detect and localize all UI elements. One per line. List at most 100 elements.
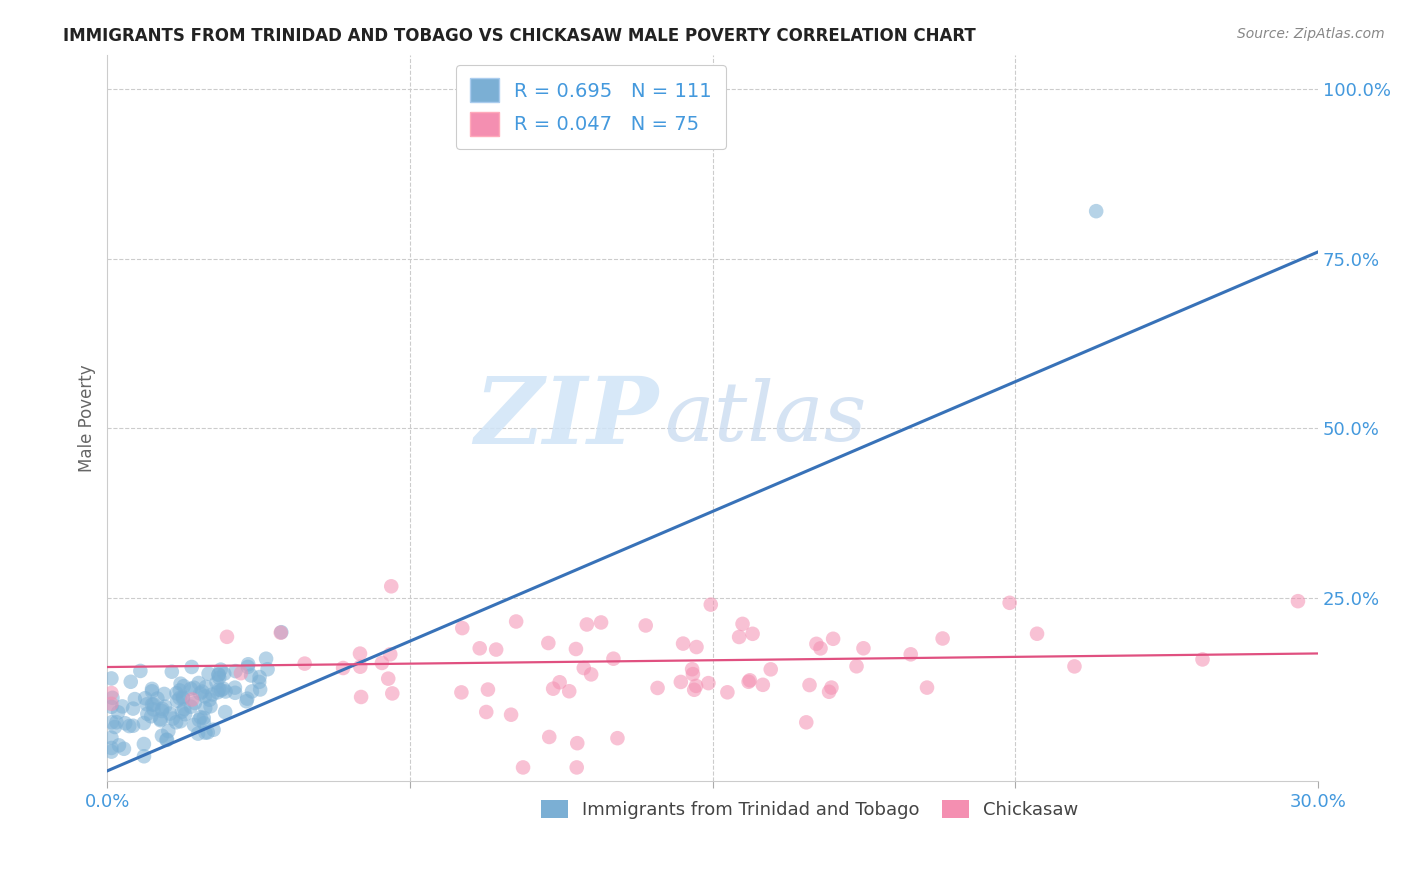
Point — [159, 706, 181, 721]
Point — [381, 686, 404, 700]
Point — [170, 705, 193, 719]
Point — [214, 684, 236, 698]
Point — [149, 712, 172, 726]
Point — [235, 694, 257, 708]
Point — [184, 696, 207, 710]
Point — [270, 625, 292, 640]
Point — [738, 673, 761, 688]
Text: IMMIGRANTS FROM TRINIDAD AND TOBAGO VS CHICKASAW MALE POVERTY CORRELATION CHART: IMMIGRANTS FROM TRINIDAD AND TOBAGO VS C… — [63, 27, 976, 45]
Point — [794, 715, 817, 730]
Point — [349, 647, 371, 661]
Point — [193, 711, 215, 725]
Point — [209, 663, 232, 677]
Point — [193, 716, 215, 731]
Point — [236, 660, 259, 674]
Point — [200, 699, 222, 714]
Point — [108, 739, 131, 753]
Point — [101, 690, 124, 705]
Point — [183, 718, 205, 732]
Point — [136, 706, 159, 721]
Point — [100, 699, 122, 714]
Point — [485, 642, 508, 657]
Point — [900, 648, 922, 662]
Point — [135, 698, 157, 712]
Point — [565, 760, 588, 774]
Point — [728, 630, 751, 644]
Point — [212, 681, 235, 696]
Point — [236, 691, 259, 706]
Point — [157, 724, 180, 739]
Point — [150, 702, 173, 716]
Point — [852, 641, 875, 656]
Point — [249, 670, 271, 684]
Point — [194, 680, 217, 694]
Point — [350, 690, 373, 704]
Point — [172, 691, 194, 706]
Legend: Immigrants from Trinidad and Tobago, Chickasaw: Immigrants from Trinidad and Tobago, Chi… — [534, 793, 1085, 826]
Point — [181, 692, 204, 706]
Point — [451, 621, 474, 635]
Point — [150, 729, 173, 743]
Point — [818, 685, 841, 699]
Point — [225, 664, 247, 678]
Point — [141, 684, 163, 698]
Point — [541, 681, 564, 696]
Point — [380, 648, 402, 662]
Point — [166, 694, 188, 708]
Point — [682, 667, 704, 681]
Point — [180, 660, 202, 674]
Point — [512, 760, 534, 774]
Point — [1085, 204, 1108, 219]
Point — [156, 732, 179, 747]
Text: atlas: atlas — [664, 378, 866, 458]
Point — [558, 684, 581, 698]
Point — [823, 632, 845, 646]
Point — [1063, 659, 1085, 673]
Point — [477, 682, 499, 697]
Point — [197, 725, 219, 739]
Point — [931, 632, 953, 646]
Point — [100, 686, 122, 700]
Point — [132, 716, 155, 731]
Point — [174, 707, 197, 722]
Point — [132, 737, 155, 751]
Point — [139, 709, 162, 723]
Point — [134, 691, 156, 706]
Point — [173, 679, 195, 693]
Point — [810, 641, 832, 656]
Point — [349, 659, 371, 673]
Point — [468, 641, 491, 656]
Point — [124, 692, 146, 706]
Point — [100, 745, 122, 759]
Point — [118, 719, 141, 733]
Point — [247, 674, 270, 689]
Point — [183, 681, 205, 695]
Point — [501, 707, 523, 722]
Point — [190, 710, 212, 724]
Text: ZIP: ZIP — [474, 373, 658, 463]
Point — [166, 686, 188, 700]
Point — [114, 716, 136, 731]
Point — [194, 690, 217, 704]
Point — [572, 661, 595, 675]
Point — [256, 662, 278, 676]
Point — [915, 681, 938, 695]
Point — [188, 686, 211, 700]
Point — [537, 636, 560, 650]
Point — [238, 657, 260, 672]
Point — [205, 675, 228, 690]
Point — [602, 651, 624, 665]
Point — [173, 702, 195, 716]
Point — [672, 637, 695, 651]
Point — [229, 666, 252, 681]
Point — [634, 618, 657, 632]
Point — [111, 699, 134, 714]
Point — [505, 615, 527, 629]
Point — [194, 725, 217, 739]
Point — [169, 691, 191, 706]
Point — [731, 616, 754, 631]
Point — [207, 668, 229, 682]
Point — [188, 713, 211, 727]
Y-axis label: Male Poverty: Male Poverty — [79, 364, 96, 472]
Point — [162, 712, 184, 726]
